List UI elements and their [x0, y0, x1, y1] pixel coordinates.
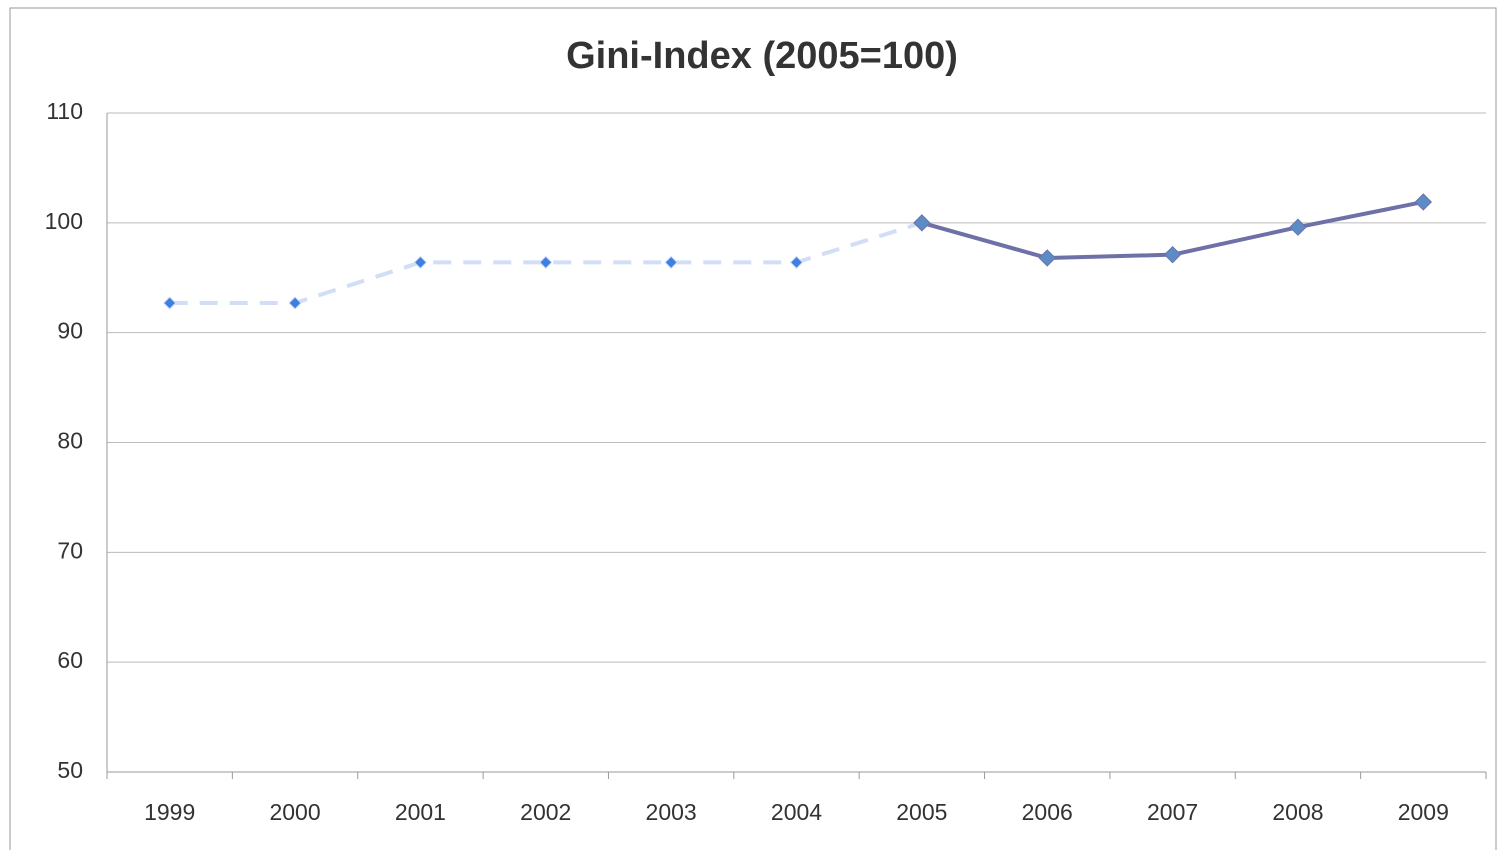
data-point	[162, 296, 177, 310]
y-tick-label: 50	[57, 757, 83, 783]
y-tick-label: 100	[45, 208, 83, 234]
chart-title: Gini-Index (2005=100)	[566, 35, 958, 77]
x-tick-label: 2001	[395, 799, 446, 825]
y-tick-label: 80	[57, 428, 83, 454]
data-point	[413, 255, 428, 270]
x-tick-label: 2005	[896, 799, 947, 825]
chart-border	[9, 7, 1497, 855]
x-tick-label: 2000	[269, 799, 320, 825]
y-tick-label: 90	[57, 318, 83, 344]
x-tick-label: 2008	[1272, 799, 1323, 825]
x-tick-label: 2006	[1022, 799, 1073, 825]
y-tick-label: 70	[57, 537, 83, 563]
data-point	[1289, 218, 1307, 236]
data-point	[1414, 193, 1433, 211]
y-tick-label: 110	[46, 98, 83, 124]
x-tick-label: 1999	[144, 799, 195, 825]
data-point	[664, 255, 678, 270]
y-tick-label: 60	[57, 647, 83, 673]
x-tick-label: 2003	[646, 799, 697, 825]
x-tick-label: 2002	[520, 799, 571, 825]
x-tick-label: 2007	[1147, 799, 1198, 825]
data-point	[1038, 249, 1056, 267]
x-tick-label: 2004	[771, 799, 822, 825]
data-point	[1163, 245, 1182, 264]
x-tick-label: 2009	[1398, 799, 1449, 825]
data-point	[789, 255, 804, 270]
data-point	[539, 255, 553, 270]
data-point	[913, 214, 931, 232]
data-point	[288, 296, 302, 310]
